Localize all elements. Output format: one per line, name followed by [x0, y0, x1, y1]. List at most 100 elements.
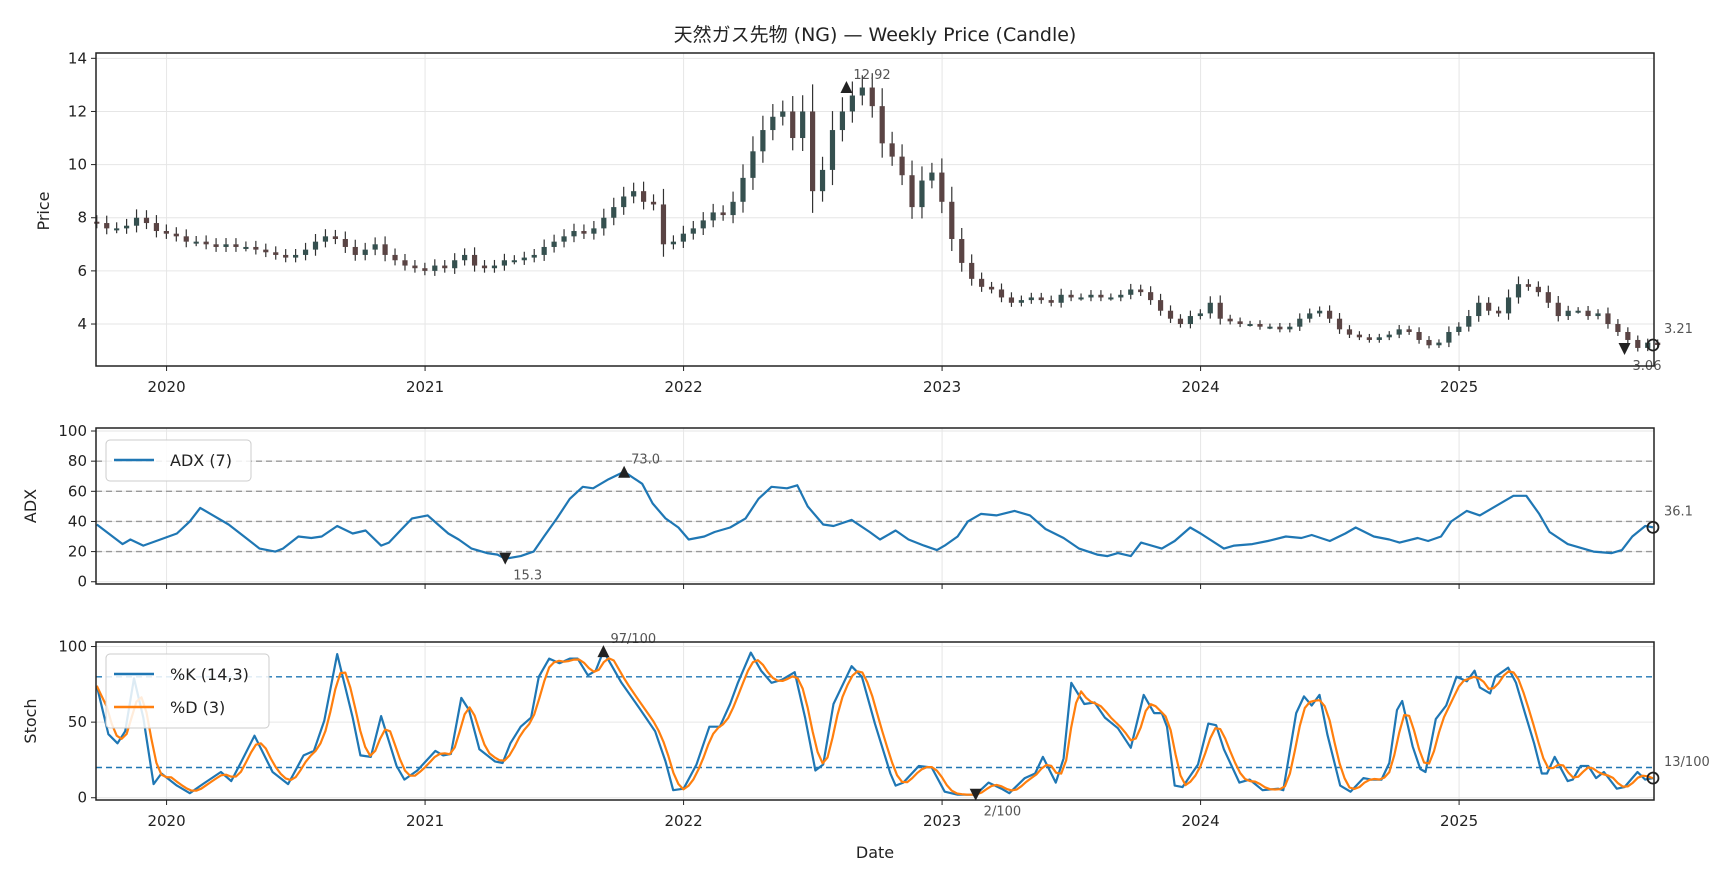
x-tick-label: 2025	[1440, 812, 1478, 830]
candle	[1018, 295, 1024, 307]
x-tick-label: 2021	[406, 812, 444, 830]
candle-body	[531, 254, 537, 258]
chart-title: 天然ガス先物 (NG) — Weekly Price (Candle)	[674, 24, 1077, 46]
candle	[1595, 309, 1601, 320]
candle	[422, 262, 428, 276]
candle-body	[780, 111, 786, 117]
candle	[621, 186, 627, 215]
candle	[551, 234, 557, 253]
candle-body	[1406, 329, 1412, 332]
x-tick-label: 2023	[923, 378, 961, 396]
candle-body	[710, 212, 716, 221]
candle	[1416, 327, 1422, 344]
candle-body	[1326, 310, 1333, 319]
candle-body	[1118, 294, 1124, 298]
candle	[1167, 305, 1174, 323]
candle-body	[720, 212, 726, 216]
candle-body	[929, 172, 935, 181]
candle	[1525, 279, 1532, 291]
candle	[1346, 325, 1353, 339]
candle-body	[581, 231, 587, 234]
candle-body	[362, 249, 368, 255]
candle	[1128, 283, 1134, 300]
candle	[631, 182, 637, 204]
candle	[1575, 307, 1581, 314]
candle	[1237, 317, 1243, 328]
min-annotation: 15.3	[513, 569, 542, 584]
candle-body	[462, 254, 468, 261]
y-tick-label: 12	[68, 102, 87, 120]
candle-body	[1207, 302, 1213, 314]
candle	[293, 249, 299, 263]
candle-body	[541, 246, 547, 255]
candle	[1496, 306, 1502, 317]
candle-body	[223, 244, 229, 247]
candle-body	[1148, 292, 1154, 301]
candle	[283, 249, 289, 263]
candle	[233, 238, 239, 252]
candle	[1615, 319, 1621, 336]
candle	[392, 248, 398, 266]
candle	[1177, 314, 1184, 328]
candle	[312, 233, 319, 256]
candle	[213, 238, 219, 252]
candle-body	[1177, 318, 1184, 325]
candle-body	[1585, 310, 1591, 317]
candle	[1207, 296, 1213, 319]
candle	[1257, 320, 1263, 330]
candle	[1187, 310, 1193, 329]
candle	[899, 144, 905, 186]
min-marker-icon	[1618, 342, 1631, 355]
candle	[1476, 295, 1482, 322]
candle-body	[1307, 313, 1313, 319]
candle-body	[829, 130, 836, 170]
candle	[163, 224, 169, 239]
candle	[173, 227, 179, 242]
candle	[998, 283, 1005, 303]
y-tick-label: 6	[77, 262, 87, 280]
candle-body	[1187, 316, 1193, 325]
candle	[1605, 307, 1611, 329]
y-tick-label: 14	[68, 49, 87, 67]
candle-body	[819, 169, 826, 192]
candle	[1366, 333, 1372, 343]
candle-body	[1635, 339, 1641, 348]
candle-body	[1496, 310, 1502, 314]
candle	[929, 162, 935, 189]
legend: %K (14,3) %D (3)	[105, 653, 270, 729]
x-tick-label: 2021	[406, 378, 444, 396]
candle	[611, 197, 617, 226]
last-value-label: 3.21	[1664, 322, 1693, 337]
candle-body	[1108, 297, 1114, 300]
candle	[382, 236, 388, 262]
y-tick-label: 100	[58, 422, 87, 440]
candle-body	[1565, 310, 1571, 317]
y-tick-label: 60	[68, 482, 87, 500]
candle	[481, 260, 488, 273]
candle	[462, 248, 468, 266]
last-value-marker-icon	[1646, 520, 1660, 534]
candle	[640, 181, 647, 210]
axes-frame	[95, 52, 1655, 367]
price-y-axis-label: Price	[34, 191, 53, 230]
candle	[839, 97, 846, 142]
candle-body	[551, 241, 557, 247]
candle	[273, 246, 279, 260]
candle	[1098, 290, 1104, 302]
candle	[1068, 290, 1074, 302]
candle-body	[1625, 331, 1631, 340]
candle	[1505, 289, 1512, 320]
candle-body	[899, 156, 905, 176]
candle	[94, 215, 100, 229]
candle	[720, 205, 726, 221]
candle	[511, 255, 517, 265]
candle	[1376, 333, 1382, 343]
candle-body	[969, 262, 975, 279]
candle-body	[1446, 331, 1452, 343]
candle	[143, 210, 150, 230]
candle	[104, 215, 110, 235]
candle	[124, 218, 130, 234]
max-annotation: 73.0	[631, 453, 660, 468]
candle-body	[690, 228, 696, 234]
candle-body	[1545, 292, 1551, 303]
